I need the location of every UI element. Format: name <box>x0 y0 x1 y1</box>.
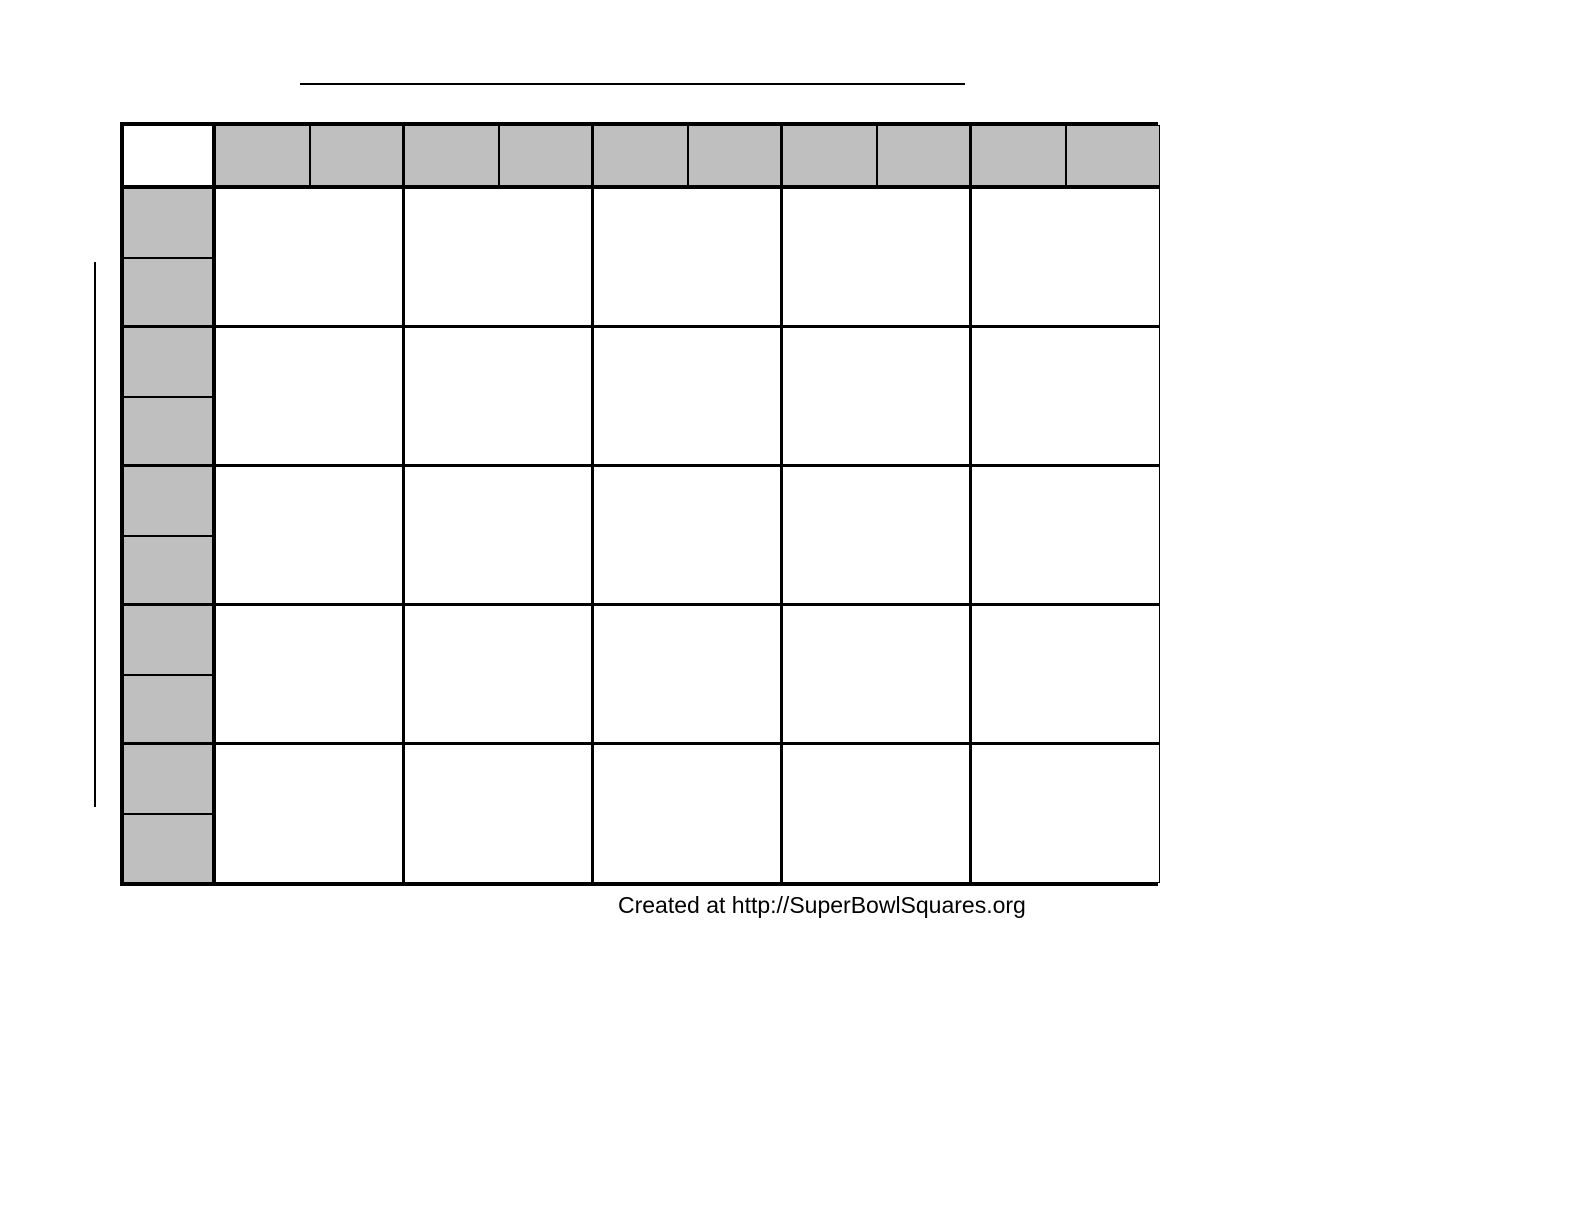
header-col-6 <box>782 125 877 188</box>
footer-attribution: Created at http://SuperBowlSquares.org <box>618 892 1026 919</box>
body-cell-r3-c1 <box>404 605 593 744</box>
body-cell-r1-c4 <box>971 327 1160 466</box>
corner-cell <box>123 125 215 188</box>
body-cell-r0-c2 <box>593 188 782 327</box>
body-cell-r3-c0 <box>215 605 404 744</box>
body-cell-r3-c2 <box>593 605 782 744</box>
side-row-7 <box>123 675 215 745</box>
side-row-8 <box>123 744 215 814</box>
body-cell-r1-c2 <box>593 327 782 466</box>
header-col-8 <box>971 125 1066 188</box>
side-row-3 <box>123 397 215 467</box>
body-cell-r2-c4 <box>971 466 1160 605</box>
squares-grid <box>120 122 1158 886</box>
body-cell-r0-c3 <box>782 188 971 327</box>
side-row-4 <box>123 466 215 536</box>
side-row-6 <box>123 605 215 675</box>
body-cell-r2-c3 <box>782 466 971 605</box>
body-cell-r2-c2 <box>593 466 782 605</box>
side-row-5 <box>123 536 215 606</box>
body-cell-r0-c1 <box>404 188 593 327</box>
body-cell-r4-c1 <box>404 744 593 883</box>
body-cell-r3-c3 <box>782 605 971 744</box>
top-team-line <box>300 83 965 85</box>
body-cell-r4-c4 <box>971 744 1160 883</box>
body-cell-r0-c4 <box>971 188 1160 327</box>
header-col-2 <box>404 125 499 188</box>
grid-inner <box>123 125 1155 883</box>
header-col-3 <box>499 125 594 188</box>
body-cell-r4-c2 <box>593 744 782 883</box>
body-cell-r1-c0 <box>215 327 404 466</box>
header-col-4 <box>593 125 688 188</box>
left-team-line <box>94 262 96 807</box>
header-col-7 <box>877 125 972 188</box>
body-cell-r2-c1 <box>404 466 593 605</box>
body-cell-r1-c3 <box>782 327 971 466</box>
body-cell-r3-c4 <box>971 605 1160 744</box>
side-row-9 <box>123 814 215 884</box>
body-cell-r2-c0 <box>215 466 404 605</box>
header-col-9 <box>1066 125 1161 188</box>
header-col-5 <box>688 125 783 188</box>
side-row-0 <box>123 188 215 258</box>
side-row-2 <box>123 327 215 397</box>
body-cell-r1-c1 <box>404 327 593 466</box>
body-cell-r0-c0 <box>215 188 404 327</box>
body-cell-r4-c3 <box>782 744 971 883</box>
side-row-1 <box>123 258 215 328</box>
body-cell-r4-c0 <box>215 744 404 883</box>
header-col-0 <box>215 125 310 188</box>
header-col-1 <box>310 125 405 188</box>
